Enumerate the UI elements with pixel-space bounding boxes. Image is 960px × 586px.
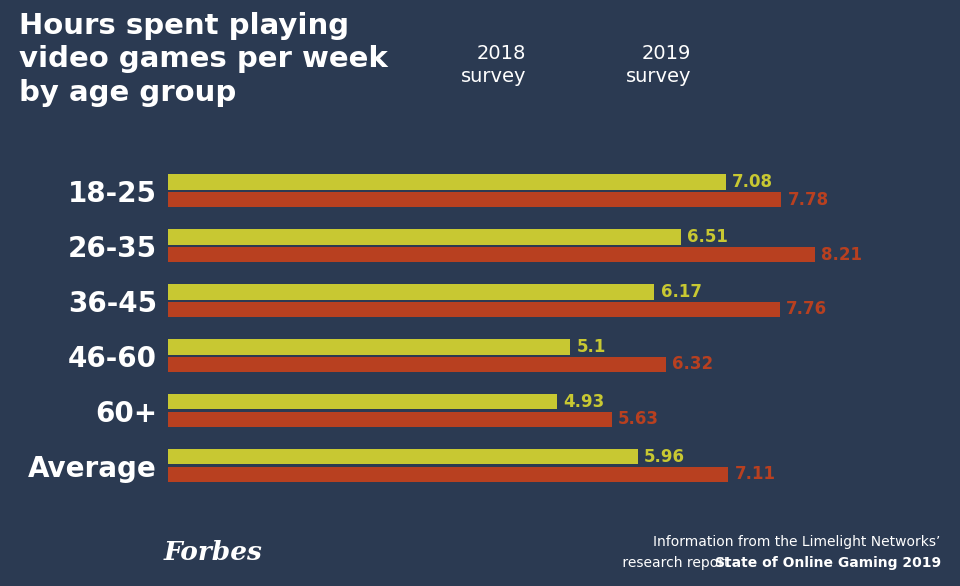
Bar — [168, 394, 557, 410]
Text: 5.96: 5.96 — [644, 448, 685, 466]
Text: 2019
survey: 2019 survey — [626, 44, 691, 87]
Bar — [168, 466, 729, 482]
Bar — [168, 339, 570, 355]
Text: 2018
survey: 2018 survey — [461, 44, 526, 87]
Text: 6.32: 6.32 — [672, 356, 713, 373]
Text: 7.08: 7.08 — [732, 173, 774, 191]
Text: 7.76: 7.76 — [786, 301, 828, 318]
Text: 7.11: 7.11 — [734, 465, 776, 483]
Bar — [168, 175, 726, 190]
Text: 8.21: 8.21 — [822, 246, 862, 264]
Bar — [168, 247, 815, 263]
Text: 6.17: 6.17 — [660, 283, 702, 301]
Text: Forbes: Forbes — [163, 540, 262, 565]
Text: Hours spent playing
video games per week
by age group: Hours spent playing video games per week… — [19, 12, 388, 107]
Bar — [168, 302, 780, 317]
Text: 5.63: 5.63 — [618, 410, 660, 428]
Bar — [168, 449, 637, 464]
Bar — [168, 192, 781, 207]
Bar — [168, 411, 612, 427]
Text: State of Online Gaming 2019: State of Online Gaming 2019 — [714, 556, 941, 570]
Bar — [168, 357, 666, 372]
Text: 4.93: 4.93 — [563, 393, 604, 411]
Text: 7.78: 7.78 — [787, 190, 828, 209]
Text: 6.51: 6.51 — [687, 228, 729, 246]
Text: research report: research report — [618, 556, 730, 570]
Text: 5.1: 5.1 — [576, 338, 606, 356]
Bar — [168, 284, 655, 299]
Bar — [168, 229, 682, 245]
Text: Information from the Limelight Networks’: Information from the Limelight Networks’ — [654, 535, 941, 549]
